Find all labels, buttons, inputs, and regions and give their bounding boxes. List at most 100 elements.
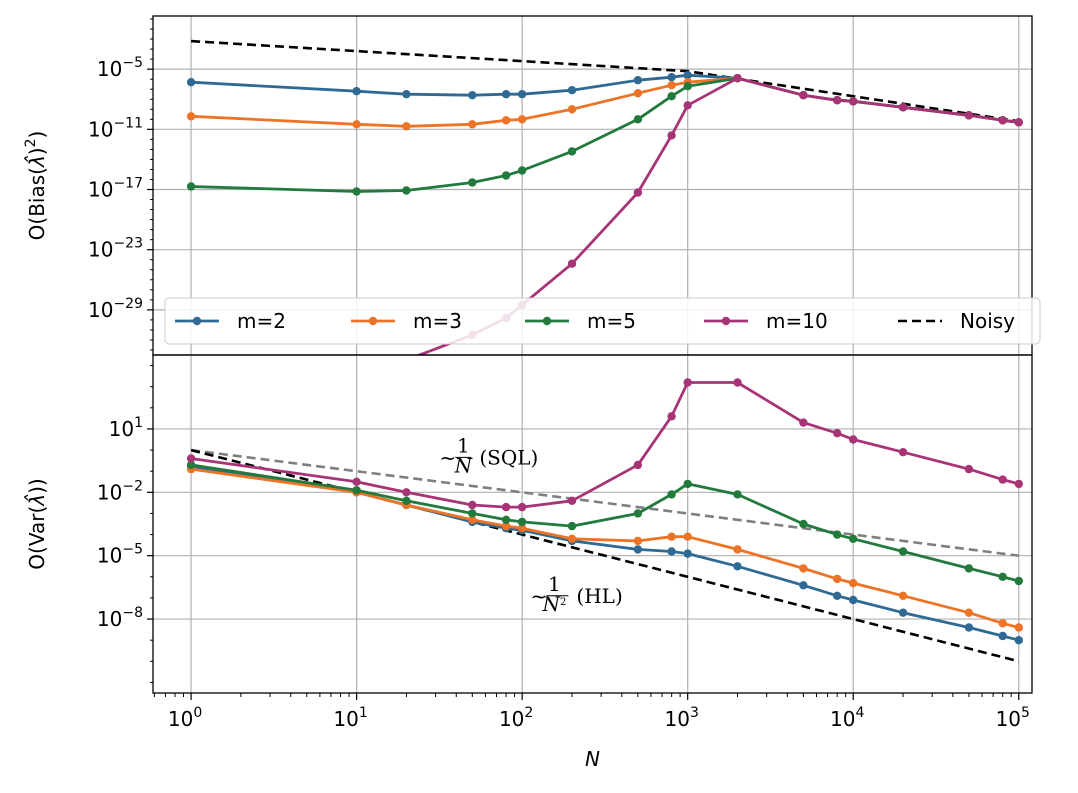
data-point-m10 [501,502,511,512]
bias-panel: 10−5 10−11 10−17 10−23 10−29 O(Bias(λ̂)2) [23,15,1033,356]
data-point-m10 [567,259,577,268]
data-point-m3 [998,619,1007,628]
data-point-m3 [667,81,676,90]
data-point-m5 [1014,576,1023,586]
data-point-m2 [633,76,643,85]
data-point-m5 [833,530,842,539]
data-point-m10 [849,435,858,444]
series-line-m10 [415,76,1019,355]
y-tick-label: 10−11 [88,115,143,141]
data-point-m2 [799,581,808,590]
data-point-m2 [567,86,577,95]
y-tick-label: 10−29 [88,296,143,322]
data-point-m2 [964,623,974,632]
data-point-m10 [1014,479,1023,489]
x-axis-label: N [585,747,600,771]
data-point-m3 [964,608,974,617]
data-point-m5 [998,572,1007,581]
data-point-m10 [849,97,858,106]
data-point-m5 [468,178,477,187]
data-point-m3 [849,578,858,588]
data-point-m5 [186,182,196,191]
x-tick-label: 105 [996,705,1030,731]
legend-label-m2: m=2 [237,309,286,333]
series-line-m5 [191,76,1019,193]
x-tick-label: 101 [333,705,367,731]
data-point-m3 [468,515,477,524]
data-point-m3 [402,122,411,131]
data-point-m5 [683,479,692,489]
data-point-m3 [733,545,742,554]
y-tick-label: 10−5 [97,55,143,81]
legend-marker-m2 [192,316,202,326]
data-point-m3 [633,89,643,98]
series-line-m2 [191,73,1019,124]
data-point-m3 [501,521,511,531]
legend-label-m5: m=5 [587,309,636,333]
data-point-m3 [186,112,196,121]
data-point-m5 [402,496,411,505]
data-point-m2 [1014,636,1023,645]
data-point-m10 [799,418,808,427]
data-point-m2 [833,591,842,600]
data-point-m5 [567,147,577,156]
data-point-m10 [833,429,842,438]
data-point-m3 [352,120,361,129]
noisy-reference-line [191,39,1019,123]
data-point-m5 [733,490,742,499]
data-point-m2 [468,91,477,100]
data-point-m3 [567,534,577,543]
data-point-m10 [998,475,1007,484]
data-point-m2 [352,87,361,96]
y-tick-label: 101 [109,415,143,441]
data-point-m10 [998,116,1007,125]
annotation-label: (SQL) [479,445,538,469]
data-point-m10 [352,477,361,486]
data-point-m3 [1014,623,1023,632]
annotation-denominator: N [454,453,474,477]
data-point-m5 [186,460,196,470]
data-point-m5 [849,534,858,543]
data-point-m5 [352,187,361,196]
y-tick-label: 10−8 [97,605,143,631]
data-point-m5 [352,486,361,495]
data-point-m10 [667,412,676,421]
data-point-m10 [667,131,676,140]
data-point-m5 [667,92,676,101]
data-point-m5 [633,115,643,124]
data-point-m2 [501,90,511,99]
x-tick-label: 100 [168,705,202,731]
series-line-m5 [190,463,1020,583]
data-point-m2 [998,631,1007,641]
data-point-m3 [833,574,842,584]
data-point-m10 [567,496,577,505]
data-point-m3 [799,564,808,573]
data-point-m2 [186,78,196,87]
series-line-m3 [190,467,1020,629]
data-point-m2 [633,545,643,554]
legend-label-m10: m=10 [766,309,828,333]
data-point-m10 [517,502,527,512]
series-line-m10 [190,381,1020,509]
data-point-m10 [733,378,742,387]
data-point-m3 [567,105,577,114]
annotation-denominator: N2 [541,592,566,616]
data-point-m5 [667,490,676,499]
plot-area [186,39,1023,355]
data-point-m10 [683,101,692,110]
data-point-m3 [683,532,692,541]
data-point-m10 [633,460,643,470]
data-point-m10 [468,500,477,510]
axes-frame [152,354,1033,694]
annotation-tilde: ~ [439,445,456,469]
y-tick-label: 10−5 [97,542,143,568]
legend-marker-m5 [542,316,552,326]
data-point-m10 [964,111,974,120]
data-point-m5 [799,519,808,529]
data-point-m5 [501,515,511,524]
legend-label-m3: m=3 [413,309,462,333]
data-point-m10 [733,74,742,83]
data-point-m10 [683,378,692,387]
data-point-m3 [517,524,527,533]
